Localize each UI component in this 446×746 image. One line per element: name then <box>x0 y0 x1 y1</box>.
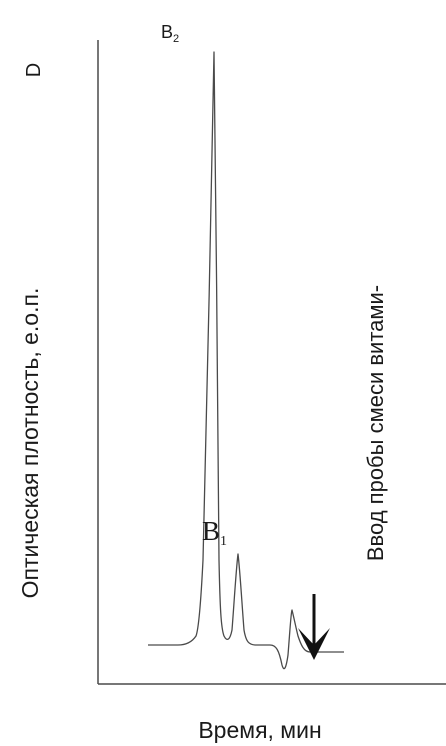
injection-label: Ввод пробы смеси витами- <box>363 285 388 561</box>
y-axis-label: Оптическая плотность, е.о.п. <box>17 288 43 599</box>
peak-label-b2: B2 <box>161 22 179 45</box>
x-axis-label: Время, мин <box>198 717 321 743</box>
peak-label-b1: B1 <box>202 516 227 549</box>
corner-label: D <box>23 63 45 77</box>
injection-arrow-head <box>298 628 330 660</box>
chromatogram-trace <box>148 51 344 670</box>
